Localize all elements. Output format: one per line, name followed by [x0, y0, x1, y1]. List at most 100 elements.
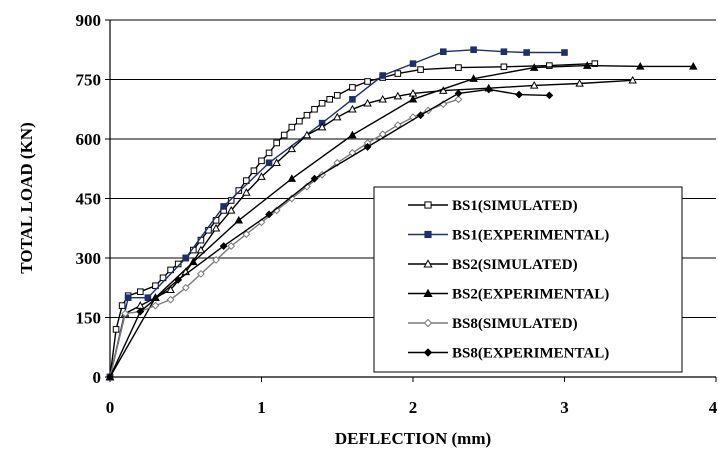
legend-box [373, 186, 683, 373]
data-point [167, 266, 174, 274]
data-point [212, 256, 220, 264]
data-point [424, 230, 432, 239]
data-point [265, 210, 273, 219]
data-point [333, 112, 342, 121]
legend-entry: BS1(EXPERIMENTAL) [408, 228, 609, 244]
data-point [265, 149, 273, 157]
series-6 [106, 85, 554, 381]
data-point [227, 197, 235, 204]
data-point [379, 72, 386, 79]
data-point [500, 48, 508, 56]
data-point [469, 74, 478, 82]
data-point [311, 105, 318, 113]
data-point [515, 90, 523, 99]
series-4 [105, 61, 698, 381]
data-point [378, 94, 387, 103]
legend-entry: BS2(EXPERIMENTAL) [408, 287, 609, 303]
data-point [303, 111, 311, 119]
data-point [326, 96, 333, 103]
data-point [454, 89, 463, 98]
data-point [393, 91, 403, 100]
y-tick-label: 300 [76, 249, 102, 268]
data-point [440, 48, 447, 56]
x-tick-label: 0 [106, 398, 115, 417]
data-point [181, 283, 190, 292]
data-point [318, 100, 326, 107]
data-point [258, 157, 265, 165]
data-point [227, 242, 236, 251]
data-point [136, 301, 145, 309]
data-point [196, 245, 206, 254]
data-point [363, 143, 372, 151]
data-point [265, 159, 273, 167]
data-point [196, 269, 205, 278]
data-point [561, 49, 568, 56]
x-tick-label: 4 [709, 398, 718, 417]
y-tick-label: 900 [76, 11, 102, 30]
data-point [349, 96, 356, 103]
data-point [409, 60, 417, 67]
data-point [591, 60, 599, 67]
plot-area [105, 46, 698, 381]
data-point [689, 61, 698, 70]
data-point [470, 46, 477, 54]
data-point [182, 254, 190, 262]
y-tick-label: 750 [76, 71, 102, 90]
data-point [348, 104, 357, 113]
data-point [144, 294, 152, 301]
data-point [349, 84, 356, 91]
data-point [288, 123, 296, 131]
data-point [302, 130, 312, 139]
data-point [582, 61, 592, 69]
legend-entry: BS8(EXPERIMENTAL) [408, 346, 609, 362]
data-point [348, 130, 357, 139]
data-point [333, 92, 341, 99]
tick-labels: 0 150 300 450 600 750 900 0 1 2 3 4 [76, 11, 718, 417]
data-point [454, 95, 463, 104]
data-point [500, 63, 508, 71]
data-point [394, 70, 402, 77]
legend-entry: BS8(SIMULATED) [408, 316, 578, 332]
data-point [636, 61, 645, 70]
data-point [455, 64, 462, 71]
legend-label: BS8(SIMULATED) [452, 316, 578, 332]
data-point [137, 288, 144, 296]
axes [105, 19, 717, 382]
data-point [159, 274, 167, 282]
data-point [423, 288, 433, 297]
data-point [423, 348, 433, 357]
data-point [523, 49, 530, 56]
data-point [211, 223, 221, 232]
data-point [575, 79, 584, 87]
data-point [235, 187, 243, 194]
data-point [287, 144, 297, 153]
data-point [296, 117, 303, 125]
legend-entry: BS1(SIMULATED) [408, 198, 578, 214]
data-point [219, 242, 228, 251]
series-line [109, 88, 550, 378]
y-tick-label: 0 [93, 368, 102, 387]
data-point [226, 205, 236, 214]
data-point [317, 122, 327, 131]
x-axis-title: DEFLECTION (mm) [335, 429, 491, 448]
data-point [545, 91, 554, 100]
data-point [118, 302, 126, 309]
data-point [529, 63, 539, 71]
data-point [174, 275, 183, 284]
series-2 [106, 46, 568, 381]
legend: BS1(SIMULATED) BS1(EXPERIMENTAL) BS2(SIMUL… [373, 186, 683, 373]
x-tick-label: 1 [257, 398, 266, 417]
data-point [121, 309, 130, 318]
data-point [310, 174, 319, 183]
legend-label: BS8(EXPERIMENTAL) [452, 346, 609, 362]
x-tick-label: 3 [560, 398, 569, 417]
data-point [287, 174, 297, 182]
y-axis-title: TOTAL LOAD (KN) [17, 122, 36, 273]
data-point [166, 295, 175, 304]
data-point [112, 326, 120, 333]
data-point [628, 75, 637, 84]
data-point [189, 257, 198, 266]
data-point [423, 259, 433, 268]
y-tick-label: 450 [76, 190, 102, 209]
